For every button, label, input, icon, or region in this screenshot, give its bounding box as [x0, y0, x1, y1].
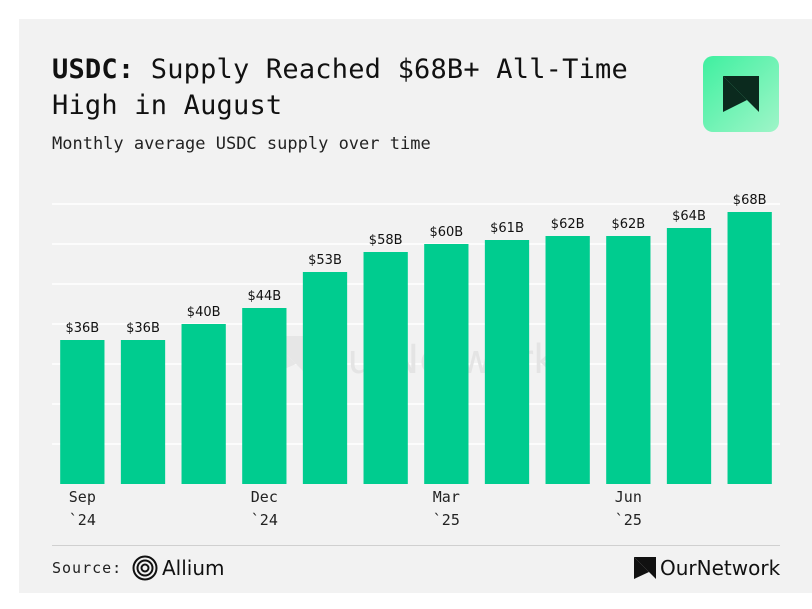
bar-0 — [60, 340, 105, 484]
data-label-2: $40B — [187, 305, 221, 320]
title-rest: Supply Reached $68B+ All-Time High in Au… — [52, 54, 628, 121]
source-label: Source: — [52, 559, 123, 577]
bar-7 — [484, 240, 530, 484]
bar-8 — [545, 236, 590, 484]
ournetwork-brand-icon — [634, 557, 656, 579]
ournetwork-logo-badge — [703, 56, 779, 132]
x-tick-label: `24 — [251, 511, 278, 529]
footer-divider — [52, 545, 780, 546]
data-label-11: $68B — [733, 193, 767, 208]
bar-2 — [181, 324, 226, 484]
x-tick-label: Mar — [433, 488, 460, 506]
data-label-1: $36B — [126, 321, 160, 336]
data-label-5: $58B — [369, 233, 403, 248]
chart-title: USDC: Supply Reached $68B+ All-Time High… — [52, 52, 672, 124]
bar-3 — [242, 308, 287, 484]
bar-10 — [666, 228, 712, 484]
allium-name: Allium — [162, 556, 225, 580]
data-label-10: $64B — [672, 209, 706, 224]
data-label-8: $62B — [551, 217, 585, 232]
data-label-9: $62B — [611, 217, 645, 232]
data-label-7: $61B — [490, 221, 524, 236]
x-tick-label: `24 — [69, 511, 96, 529]
data-label-3: $44B — [247, 289, 281, 304]
x-axis-ticks: Sep `24 Dec `24 Mar `25 Jun `25 — [69, 488, 642, 529]
bars — [60, 212, 772, 484]
data-label-0: $36B — [65, 321, 99, 336]
allium-logo: Allium — [132, 555, 225, 581]
ournetwork-logo-icon — [723, 76, 759, 112]
bar-11 — [727, 212, 772, 484]
data-label-4: $53B — [308, 253, 342, 268]
x-tick-label: Sep — [69, 488, 96, 506]
bar-1 — [120, 340, 166, 484]
allium-icon — [132, 555, 158, 581]
x-tick-label: Dec — [251, 488, 278, 506]
ournetwork-brand: OurNetwork — [634, 556, 780, 580]
bar-6 — [424, 244, 469, 484]
x-tick-label: `25 — [433, 511, 460, 529]
bar-9 — [606, 236, 651, 484]
chart-subtitle: Monthly average USDC supply over time — [52, 134, 431, 154]
bar-4 — [302, 272, 348, 484]
x-tick-label: `25 — [615, 511, 642, 529]
gridlines — [52, 203, 780, 445]
data-label-6: $60B — [429, 225, 463, 240]
bar-5 — [363, 252, 408, 484]
title-bold: USDC: — [52, 54, 135, 85]
x-tick-label: Jun — [615, 488, 642, 506]
brand-name: OurNetwork — [660, 556, 781, 580]
data-labels: $36B $36B $40B $44B $53B $58B $60B $61B $62B $62B… — [65, 193, 766, 336]
